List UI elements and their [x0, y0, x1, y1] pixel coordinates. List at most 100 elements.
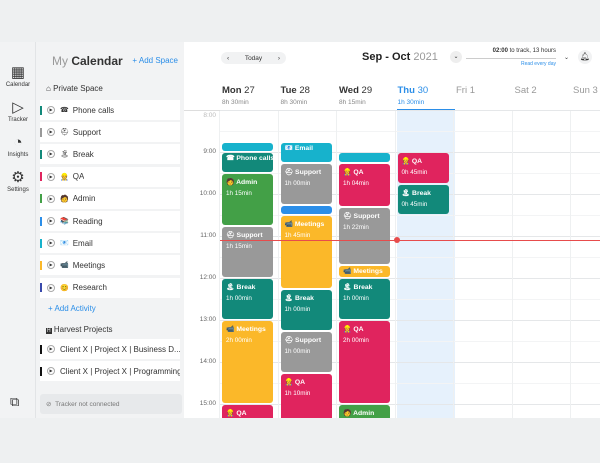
- activity-emoji-icon: ⛑: [60, 129, 69, 137]
- play-icon[interactable]: ▶: [47, 106, 55, 114]
- rail-label: Calendar: [5, 82, 31, 88]
- activity-color-bar: [40, 216, 42, 226]
- day-header[interactable]: Wed 29 8h 15min: [339, 85, 394, 106]
- day-header[interactable]: Mon 27 8h 30min: [222, 85, 277, 106]
- day-header[interactable]: Sun 3: [573, 85, 600, 99]
- event-break[interactable]: 🏝 Break 1h 00min: [222, 279, 273, 319]
- event-break[interactable]: 🏝 Break 1h 00min: [339, 279, 390, 319]
- play-icon[interactable]: ▶: [47, 239, 55, 248]
- event-break[interactable]: 🏝 Break 1h 00min: [280, 289, 332, 330]
- event-qa[interactable]: 👷 QA: [222, 405, 273, 418]
- day-header[interactable]: Fri 1: [456, 85, 511, 99]
- tracker-status[interactable]: ⊘ Tracker not connected: [40, 394, 182, 414]
- event-untitled[interactable]: [280, 205, 332, 214]
- play-icon[interactable]: ▶: [47, 172, 55, 181]
- activity-item[interactable]: ▶ 📧 Email: [40, 233, 180, 254]
- play-icon[interactable]: ▶: [47, 261, 55, 270]
- chat-icon[interactable]: ⧉: [10, 394, 20, 409]
- track-summary[interactable]: 02:00 to track, 13 hours Read every day: [466, 48, 556, 67]
- day-duration: 8h 30min: [280, 99, 308, 106]
- event-qa[interactable]: 👷 QA 0h 45min: [397, 153, 449, 183]
- sidebar-title: My Calendar: [52, 54, 123, 68]
- play-icon[interactable]: ▶: [47, 150, 55, 159]
- event-emoji-icon: ⛑: [226, 231, 235, 239]
- activity-label: Break: [72, 149, 94, 159]
- play-icon[interactable]: ▶: [47, 194, 55, 203]
- day-header[interactable]: Tue 28 8h 30min: [281, 85, 336, 106]
- prev-week-button[interactable]: ‹: [227, 54, 230, 62]
- event-untitled[interactable]: [339, 153, 390, 162]
- event-emoji-icon: 📹: [226, 326, 235, 333]
- event-phone-calls[interactable]: ☎ Phone calls: [222, 153, 273, 172]
- month-dropdown[interactable]: ⌄: [450, 51, 462, 63]
- event-duration: 1h 00min: [284, 179, 311, 187]
- activity-color-bar: [40, 105, 42, 115]
- play-icon[interactable]: ▶: [47, 367, 55, 375]
- event-title: 🏝 Break: [285, 293, 328, 304]
- activity-item[interactable]: ▶ 🧑 Admin: [40, 188, 180, 209]
- event-untitled[interactable]: [222, 142, 273, 151]
- project-item[interactable]: ▶ Client X | Project X | Programming: [40, 361, 180, 381]
- track-dropdown-icon[interactable]: ⌄: [564, 55, 570, 61]
- rail-tracker[interactable]: ▷ Tracker: [0, 99, 36, 123]
- day-name: Thu 30: [398, 85, 453, 96]
- day-header[interactable]: Thu 30 1h 30min: [398, 85, 453, 106]
- bell-icon[interactable]: 🔔︎: [578, 50, 592, 64]
- play-icon[interactable]: ▶: [47, 345, 55, 353]
- play-icon[interactable]: ▶: [47, 283, 55, 292]
- play-icon[interactable]: ▶: [47, 128, 55, 137]
- today-button[interactable]: Today: [244, 54, 263, 62]
- hour-line: [220, 278, 600, 279]
- event-emoji-icon: 👷: [343, 168, 352, 176]
- activity-item[interactable]: ▶ ⛑ Support: [40, 122, 180, 143]
- event-emoji-icon: 👷: [401, 158, 410, 165]
- event-title: 📧 Email: [285, 144, 328, 154]
- calendar-grid[interactable]: 8:00 9:00 10:00 11:00 12:00 13:00 14:00 15:00 ☎ …: [184, 109, 600, 418]
- event-support[interactable]: ⛑ Support 1h 00min: [280, 163, 332, 204]
- project-item[interactable]: ▶ Client X | Project X | Business D...: [40, 339, 180, 359]
- activity-color-bar: [40, 149, 42, 159]
- hour-label: 15:00: [199, 400, 216, 407]
- event-title: ⛑ Support: [285, 167, 328, 178]
- event-title-text: QA: [353, 326, 364, 333]
- event-emoji-icon: ☎: [226, 155, 235, 162]
- add-space-button[interactable]: + Add Space: [132, 56, 178, 65]
- event-qa[interactable]: 👷 QA 1h 10min: [280, 373, 332, 418]
- event-qa[interactable]: 👷 QA 1h 04min: [339, 163, 390, 207]
- next-week-button[interactable]: ›: [277, 54, 280, 62]
- sidebar: My Calendar + Add Space ⌂ Private Space …: [36, 42, 184, 418]
- play-icon[interactable]: ▶: [47, 217, 55, 225]
- event-qa[interactable]: 👷 QA 2h 00min: [339, 321, 390, 403]
- add-activity-button[interactable]: + Add Activity: [48, 304, 96, 313]
- event-title-text: Email: [294, 144, 313, 152]
- rail-insights[interactable]: ◔ Insights: [0, 134, 36, 158]
- event-support[interactable]: ⛑ Support 1h 15min: [222, 226, 273, 277]
- activity-label: Research: [72, 283, 107, 293]
- event-admin[interactable]: 🧑 Admin 1h 15min: [222, 174, 273, 225]
- event-support[interactable]: ⛑ Support 1h 22min: [339, 208, 390, 264]
- tracker-icon: ▷: [12, 99, 24, 116]
- event-title-text: Meetings: [353, 267, 383, 275]
- event-meetings[interactable]: 📹 Meetings: [339, 265, 390, 277]
- day-header[interactable]: Sat 2: [515, 85, 570, 99]
- day-name: Mon 27: [222, 85, 277, 96]
- activity-item[interactable]: ▶ ☎ Phone calls: [40, 100, 180, 120]
- activity-item[interactable]: ▶ 🏝 Break: [40, 144, 180, 165]
- private-space-header[interactable]: ⌂ Private Space: [46, 84, 103, 93]
- event-emoji-icon: 🏝: [401, 189, 411, 197]
- activity-item[interactable]: ▶ 📚 Reading: [40, 211, 180, 231]
- day-number: 3: [592, 85, 598, 96]
- insights-icon: ◔: [13, 134, 23, 151]
- activity-item[interactable]: ▶ 👷 QA: [40, 166, 180, 187]
- event-meetings[interactable]: 📹 Meetings 1h 45min: [280, 216, 332, 288]
- activity-item[interactable]: ▶ 😊 Research: [40, 277, 180, 298]
- activity-item[interactable]: ▶ 📹 Meetings: [40, 255, 180, 276]
- event-admin[interactable]: 🧑 Admin: [339, 405, 390, 418]
- rail-calendar[interactable]: ▦ Calendar: [0, 64, 36, 88]
- event-title-text: QA: [294, 378, 306, 386]
- rail-settings[interactable]: ⚙ Settings: [0, 169, 36, 193]
- event-email[interactable]: 📧 Email: [280, 142, 332, 162]
- event-support[interactable]: ⛑ Support 1h 00min: [280, 331, 332, 372]
- event-meetings[interactable]: 📹 Meetings 2h 00min: [222, 321, 273, 403]
- event-break[interactable]: 🏝 Break 0h 45min: [397, 184, 449, 214]
